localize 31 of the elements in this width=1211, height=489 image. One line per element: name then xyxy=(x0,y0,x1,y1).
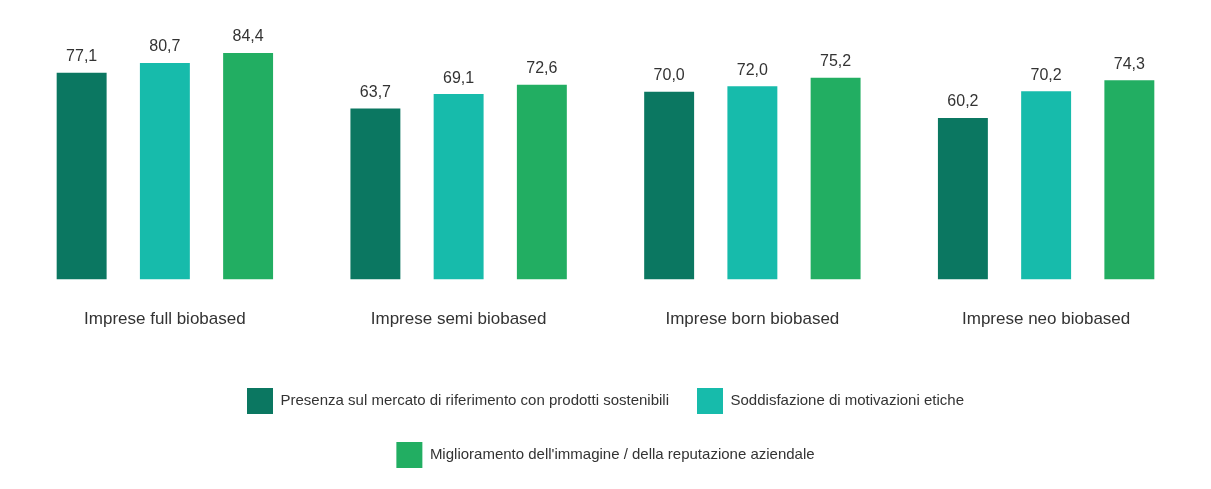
bar xyxy=(223,53,274,280)
data-label: 60,2 xyxy=(947,92,979,110)
data-label: 75,2 xyxy=(820,52,852,70)
data-label: 84,4 xyxy=(232,27,264,45)
legend-label: Miglioramento dell'immagine / della reputazione aziendale xyxy=(429,445,815,463)
x-tick-label: Imprese semi biobased xyxy=(370,309,547,329)
bar xyxy=(139,62,190,280)
data-label: 69,1 xyxy=(443,68,475,86)
x-tick-label: Imprese born biobased xyxy=(665,309,840,329)
bar xyxy=(810,77,861,280)
legend-label: Soddisfazione di motivazioni etiche xyxy=(730,391,964,409)
data-label: 72,0 xyxy=(736,60,769,78)
data-label: 77,1 xyxy=(66,47,98,65)
bar xyxy=(727,86,778,280)
legend-label: Presenza sul mercato di riferimento con prodotti sostenibili xyxy=(280,391,670,409)
data-label: 63,7 xyxy=(359,83,392,101)
x-tick-label: Imprese neo biobased xyxy=(962,309,1131,329)
data-label: 72,6 xyxy=(526,59,558,77)
bar xyxy=(1021,91,1072,280)
bar xyxy=(433,94,484,280)
data-label: 74,3 xyxy=(1113,54,1146,72)
bar xyxy=(937,118,988,280)
x-tick-label: Imprese full biobased xyxy=(84,309,246,329)
bar xyxy=(516,84,567,280)
data-label: 70,2 xyxy=(1030,65,1062,83)
data-label: 80,7 xyxy=(149,37,181,55)
data-label: 70,0 xyxy=(653,66,685,84)
bar xyxy=(1104,80,1155,280)
bar xyxy=(56,72,107,280)
bar xyxy=(644,91,695,280)
bar xyxy=(350,108,401,280)
